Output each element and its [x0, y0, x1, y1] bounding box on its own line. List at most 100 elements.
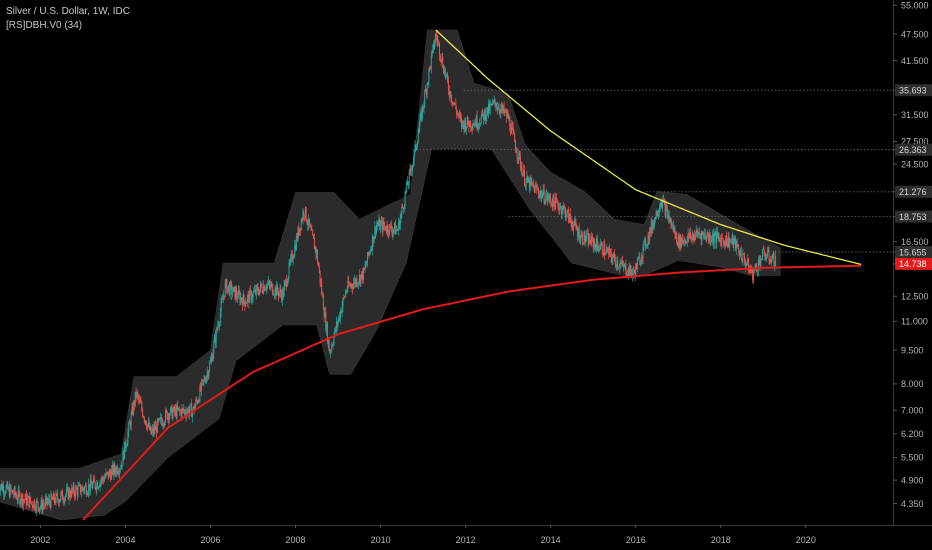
candle-body — [721, 238, 723, 240]
candle-body — [326, 323, 328, 330]
candle-body — [52, 498, 54, 500]
candle-body — [518, 151, 520, 159]
candle-body — [330, 351, 332, 353]
candle-body — [200, 381, 202, 391]
candle-body — [54, 501, 56, 503]
candle-body — [96, 482, 98, 491]
candle-body — [759, 260, 761, 267]
candle-body — [139, 399, 141, 403]
candle-body — [505, 110, 507, 112]
candle-body — [620, 263, 622, 265]
candle-body — [754, 264, 756, 270]
candle-body — [232, 287, 234, 293]
candle-body — [404, 192, 406, 207]
level-price-badge — [895, 210, 932, 223]
candle-body — [673, 228, 675, 233]
candle-body — [64, 497, 66, 502]
candle-body — [501, 104, 503, 109]
candle-body — [640, 257, 642, 262]
candle-body — [267, 284, 269, 285]
candle-body — [717, 235, 719, 237]
candle-body — [91, 484, 93, 489]
candle-body — [40, 499, 42, 507]
candle-body — [529, 178, 531, 190]
candle-body — [721, 238, 723, 246]
candle-body — [579, 240, 581, 242]
candle-body — [439, 55, 441, 60]
candle-body — [651, 221, 653, 230]
candle-body — [172, 411, 174, 419]
candle-body — [371, 235, 373, 250]
candle-body — [3, 493, 5, 495]
candle-body — [407, 183, 409, 186]
candle-body — [83, 488, 85, 491]
candle-body — [174, 408, 176, 413]
candle-body — [102, 477, 104, 480]
candle-body — [503, 105, 505, 113]
candle-body — [732, 235, 734, 246]
candle-body — [496, 107, 498, 109]
candle-body — [628, 267, 630, 276]
candle-body — [469, 120, 471, 127]
chart-symbol-legend[interactable]: Silver / U.S. Dollar, 1W, IDC — [6, 6, 130, 17]
candle-body — [341, 306, 343, 314]
candle-body — [93, 478, 95, 484]
candle-body — [605, 249, 607, 254]
candle-body — [336, 322, 338, 326]
candle-body — [84, 486, 86, 491]
candle-body — [271, 284, 273, 286]
candle-body — [356, 279, 358, 286]
candle-body — [373, 236, 375, 243]
candle-body — [331, 346, 333, 352]
candle-body — [750, 269, 752, 272]
candle-body — [392, 231, 394, 234]
candle-body — [55, 493, 57, 503]
candle-body — [434, 42, 436, 49]
candle-body — [215, 328, 217, 343]
candle-body — [448, 90, 450, 96]
candle-body — [452, 101, 454, 105]
candle-body — [629, 265, 631, 276]
candle-body — [679, 234, 681, 248]
candle-body — [762, 248, 764, 250]
y-tick-label: 12.500 — [901, 291, 929, 301]
candle-body — [95, 487, 97, 491]
candle-body — [303, 211, 305, 216]
candle-body — [635, 263, 637, 277]
candle-body — [730, 240, 732, 242]
candle-body — [181, 408, 183, 417]
indicator-legend[interactable]: [RS]DBH.V0 (34) — [6, 20, 83, 31]
x-tick-label: 2004 — [115, 535, 135, 545]
candle-body — [771, 257, 773, 260]
candle-body — [701, 232, 703, 241]
candle-body — [615, 264, 617, 268]
candle-body — [649, 228, 651, 242]
candle-body — [213, 342, 215, 354]
candle-body — [722, 239, 724, 243]
candle-body — [133, 401, 135, 406]
x-tick-label: 2018 — [711, 535, 731, 545]
candle-body — [34, 501, 36, 509]
candle-body — [698, 233, 700, 235]
candle-body — [712, 233, 714, 241]
x-tick-label: 2012 — [456, 535, 476, 545]
candle-body — [223, 295, 225, 297]
candle-body — [363, 268, 365, 270]
candle-body — [244, 301, 246, 307]
candle-body — [7, 483, 9, 490]
candle-body — [613, 253, 615, 258]
x-tick-label: 2010 — [371, 535, 391, 545]
candle-body — [75, 487, 77, 497]
candle-body — [179, 410, 181, 412]
candle-body — [259, 289, 261, 295]
candle-body — [106, 472, 108, 474]
candle-body — [203, 378, 205, 381]
candle-body — [488, 103, 490, 112]
candle-body — [539, 193, 541, 198]
candle-body — [561, 210, 563, 214]
candle-body — [589, 236, 591, 243]
candle-body — [394, 223, 396, 235]
candle-body — [285, 279, 287, 282]
candle-body — [606, 249, 608, 251]
